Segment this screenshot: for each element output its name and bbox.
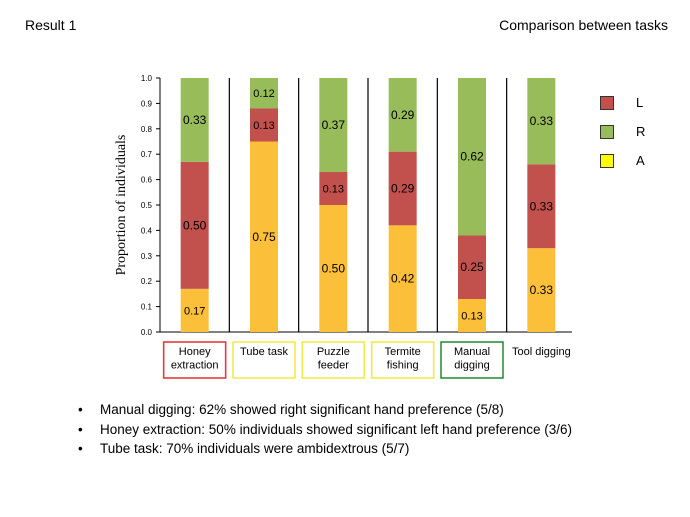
legend-label-r: R — [636, 124, 646, 139]
bar-value-label: 0.33 — [530, 199, 554, 213]
bar-r — [458, 78, 486, 236]
y-tick-label: 0.7 — [141, 150, 153, 159]
y-tick-label: 0.3 — [141, 252, 153, 261]
bar-value-label: 0.50 — [322, 262, 346, 276]
category-box — [162, 341, 227, 379]
bar-value-label: 0.12 — [253, 88, 274, 100]
bar-r — [388, 78, 417, 152]
bar-a — [250, 141, 278, 332]
finding-item: Manual digging: 62% showed right signifi… — [78, 400, 572, 420]
bar-value-label: 0.13 — [253, 120, 274, 132]
chart-legend: L R A — [600, 88, 645, 175]
bar-a — [458, 298, 486, 332]
category-box — [301, 341, 366, 379]
bar-value-label: 0.13 — [323, 183, 344, 195]
category-box — [440, 341, 504, 379]
finding-item: Honey extraction: 50% individuals showed… — [78, 420, 572, 440]
bar-l — [319, 171, 348, 205]
bar-a — [527, 248, 556, 332]
legend-item-a: A — [600, 146, 645, 175]
legend-label-a: A — [636, 153, 645, 168]
bar-value-label: 0.75 — [252, 230, 276, 244]
legend-swatch-l — [600, 95, 614, 110]
finding-item: Tube task: 70% individuals were ambidext… — [78, 439, 572, 459]
slide-title-right: Comparison between tasks — [499, 17, 668, 33]
category-label: Honey — [179, 346, 211, 358]
category-box — [232, 341, 296, 379]
y-axis-title: Proportion of individuals — [114, 135, 129, 276]
slide-title-left: Result 1 — [25, 17, 77, 33]
bar-value-label: 0.33 — [530, 283, 554, 297]
bar-value-label: 0.62 — [460, 150, 484, 164]
bar-l — [250, 108, 278, 142]
bar-a — [319, 205, 348, 332]
y-tick-label: 0.6 — [141, 176, 153, 185]
bar-l — [180, 161, 209, 289]
bar-l — [458, 235, 486, 299]
bar-r — [319, 78, 348, 172]
legend-item-l: L — [600, 88, 645, 117]
bar-value-label: 0.37 — [322, 118, 346, 132]
bar-l — [388, 151, 417, 226]
findings-list: Manual digging: 62% showed right signifi… — [78, 400, 572, 459]
bar-a — [388, 225, 417, 332]
legend-swatch-r — [600, 124, 614, 139]
bar-value-label: 0.50 — [183, 218, 207, 232]
bar-value-label: 0.29 — [391, 108, 415, 122]
category-label: digging — [454, 360, 489, 372]
category-box — [370, 341, 435, 379]
bar-value-label: 0.25 — [460, 260, 484, 274]
y-tick-label: 0.5 — [141, 201, 153, 210]
category-label: extraction — [171, 360, 219, 372]
bar-value-label: 0.33 — [530, 114, 554, 128]
bar-value-label: 0.33 — [183, 113, 207, 127]
category-label: Termite — [385, 346, 421, 358]
category-label: feeder — [318, 360, 350, 372]
y-tick-label: 0.0 — [141, 328, 153, 337]
legend-swatch-a — [600, 153, 614, 168]
y-tick-label: 0.9 — [141, 99, 153, 108]
y-tick-label: 1.0 — [141, 74, 153, 83]
bar-r — [250, 78, 278, 109]
bar-a — [180, 288, 209, 332]
bar-value-label: 0.42 — [391, 272, 415, 286]
bar-value-label: 0.29 — [391, 181, 415, 195]
y-tick-label: 0.2 — [141, 277, 153, 286]
legend-item-r: R — [600, 117, 645, 146]
category-label: Manual — [454, 346, 490, 358]
category-label: fishing — [387, 360, 419, 372]
category-label: Tool digging — [512, 346, 571, 358]
bar-r — [180, 78, 209, 162]
bar-value-label: 0.13 — [461, 310, 482, 322]
y-tick-label: 0.4 — [141, 226, 153, 235]
category-label: Puzzle — [317, 346, 350, 358]
legend-label-l: L — [636, 95, 644, 110]
y-tick-label: 0.8 — [141, 125, 153, 134]
category-label: Tube task — [240, 346, 288, 358]
bar-r — [527, 78, 556, 165]
y-tick-label: 0.1 — [141, 303, 153, 312]
bar-value-label: 0.17 — [184, 305, 205, 317]
bar-l — [527, 164, 556, 249]
